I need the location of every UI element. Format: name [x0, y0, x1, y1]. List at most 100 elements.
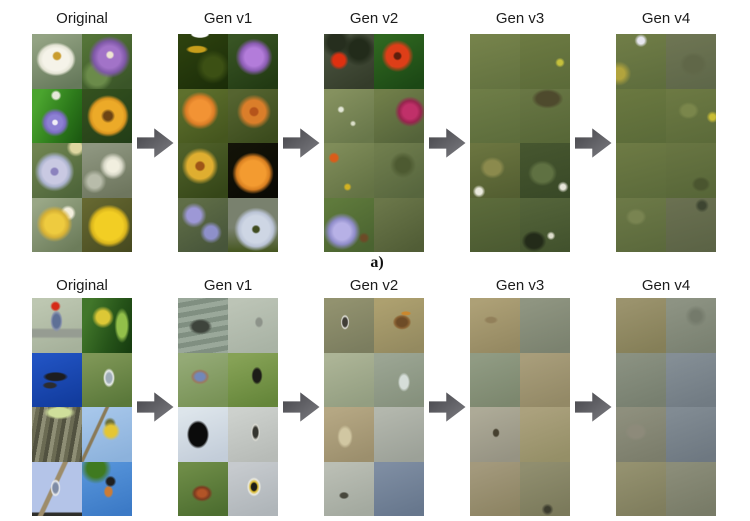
image-grid	[178, 298, 278, 516]
image-grid	[178, 34, 278, 252]
image-tile	[374, 143, 424, 198]
image-tile	[32, 352, 82, 407]
image-tile	[324, 407, 374, 462]
panel-birds-gen-v3: Gen v3	[470, 276, 570, 516]
panel-label: Gen v1	[203, 277, 253, 294]
image-tile	[228, 197, 278, 252]
panel-flowers-gen-v2: Gen v2	[324, 0, 424, 252]
image-tile	[374, 34, 424, 89]
image-tile	[666, 352, 716, 407]
birds-generation-row: Original Gen v1 Gen v2 Gen v3 Gen v4	[32, 276, 748, 516]
image-tile	[324, 352, 374, 407]
panel-label: Gen v4	[641, 277, 691, 294]
image-tile	[470, 34, 520, 89]
image-tile	[520, 34, 570, 89]
arrow-gap	[570, 276, 616, 516]
image-tile	[228, 34, 278, 89]
image-tile	[178, 352, 228, 407]
image-tile	[82, 34, 132, 89]
image-tile	[228, 88, 278, 143]
panel-flowers-gen-v3: Gen v3	[470, 0, 570, 252]
arrow-gap	[570, 0, 616, 252]
panel-birds-gen-v2: Gen v2	[324, 276, 424, 516]
image-tile	[82, 352, 132, 407]
panel-flowers-original: Original	[32, 0, 132, 252]
image-tile	[374, 298, 424, 353]
panel-label: Original	[56, 10, 108, 27]
image-tile	[666, 298, 716, 353]
image-tile	[82, 298, 132, 353]
image-tile	[666, 88, 716, 143]
image-tile	[374, 197, 424, 252]
image-tile	[324, 298, 374, 353]
image-tile	[666, 34, 716, 89]
image-tile	[520, 407, 570, 462]
image-grid	[616, 298, 716, 516]
image-tile	[470, 298, 520, 353]
panel-label: Gen v4	[641, 10, 691, 27]
arrow-right-icon	[136, 128, 174, 158]
image-grid	[324, 298, 424, 516]
panel-birds-gen-v1: Gen v1	[178, 276, 278, 516]
image-grid	[470, 298, 570, 516]
image-tile	[178, 298, 228, 353]
image-tile	[324, 34, 374, 89]
image-grid	[324, 34, 424, 252]
image-tile	[470, 143, 520, 198]
panel-flowers-gen-v1: Gen v1	[178, 0, 278, 252]
image-tile	[178, 88, 228, 143]
image-tile	[616, 197, 666, 252]
image-tile	[324, 197, 374, 252]
image-tile	[374, 407, 424, 462]
image-tile	[82, 407, 132, 462]
image-tile	[616, 461, 666, 516]
image-tile	[470, 197, 520, 252]
image-tile	[666, 197, 716, 252]
image-tile	[32, 461, 82, 516]
subfigure-label-a: a)	[370, 254, 384, 271]
image-tile	[324, 143, 374, 198]
image-tile	[178, 461, 228, 516]
image-tile	[324, 461, 374, 516]
image-tile	[470, 88, 520, 143]
arrow-right-icon	[428, 128, 466, 158]
image-tile	[324, 88, 374, 143]
image-tile	[178, 197, 228, 252]
arrow-right-icon	[574, 392, 612, 422]
image-tile	[32, 143, 82, 198]
image-tile	[616, 298, 666, 353]
arrow-gap	[424, 276, 470, 516]
arrow-gap	[424, 0, 470, 252]
image-tile	[520, 352, 570, 407]
image-grid	[470, 34, 570, 252]
panel-label: Original	[56, 277, 108, 294]
image-tile	[82, 197, 132, 252]
panel-label: Gen v3	[495, 10, 545, 27]
panel-birds-original: Original	[32, 276, 132, 516]
image-tile	[666, 461, 716, 516]
image-tile	[470, 352, 520, 407]
image-tile	[228, 461, 278, 516]
image-tile	[616, 407, 666, 462]
image-tile	[178, 34, 228, 89]
panel-flowers-gen-v4: Gen v4	[616, 0, 716, 252]
image-grid	[32, 34, 132, 252]
image-tile	[520, 88, 570, 143]
image-tile	[374, 352, 424, 407]
image-tile	[228, 407, 278, 462]
image-tile	[470, 407, 520, 462]
image-tile	[32, 407, 82, 462]
image-tile	[82, 143, 132, 198]
image-tile	[520, 143, 570, 198]
image-tile	[520, 197, 570, 252]
image-tile	[82, 461, 132, 516]
panel-label: Gen v2	[349, 277, 399, 294]
panel-label: Gen v2	[349, 10, 399, 27]
image-tile	[616, 352, 666, 407]
image-tile	[520, 461, 570, 516]
panel-label: Gen v3	[495, 277, 545, 294]
panel-birds-gen-v4: Gen v4	[616, 276, 716, 516]
arrow-right-icon	[136, 392, 174, 422]
image-tile	[666, 143, 716, 198]
